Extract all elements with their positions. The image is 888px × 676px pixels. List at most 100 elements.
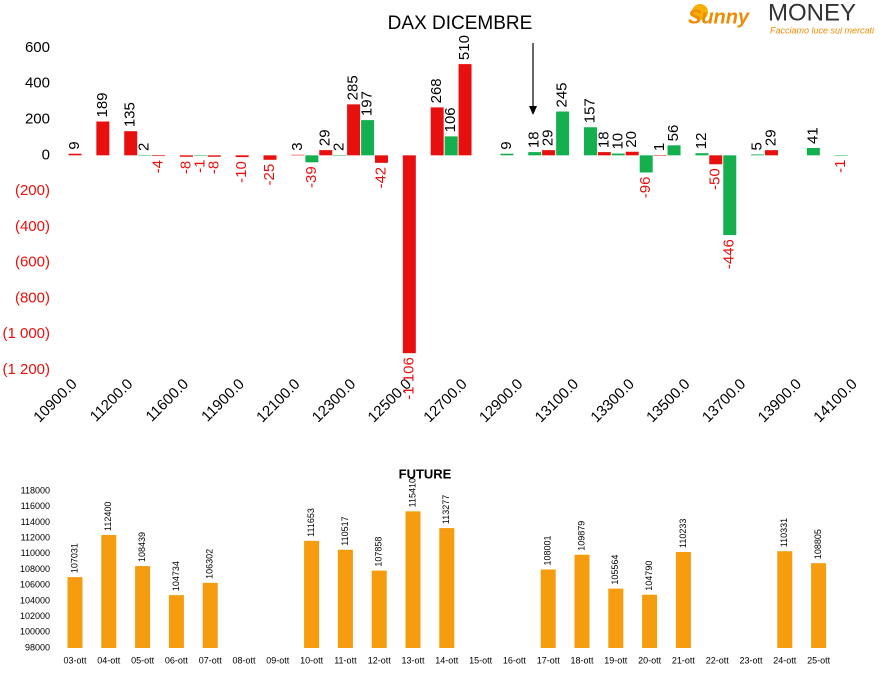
value-label: 108001 bbox=[543, 535, 553, 565]
bar bbox=[347, 104, 361, 156]
bar bbox=[653, 155, 667, 156]
value-label: 106 bbox=[442, 107, 459, 132]
value-label: -50 bbox=[707, 168, 724, 190]
bar bbox=[67, 577, 83, 648]
x-tick-label: 22-ott bbox=[706, 655, 730, 665]
value-label: 157 bbox=[581, 98, 598, 123]
value-label: 135 bbox=[122, 102, 139, 127]
y-tick-label: 100000 bbox=[20, 627, 50, 637]
value-label: 9 bbox=[498, 141, 515, 149]
bar bbox=[337, 549, 353, 648]
value-label: 10 bbox=[609, 133, 626, 150]
bar bbox=[583, 127, 597, 156]
bar bbox=[168, 595, 184, 648]
x-tick-label: 13300.0 bbox=[587, 376, 637, 426]
bar bbox=[806, 147, 820, 156]
x-tick-label: 13700.0 bbox=[699, 376, 749, 426]
logo-sun bbox=[692, 4, 708, 20]
value-label: 107858 bbox=[374, 537, 384, 567]
y-tick-label: 106000 bbox=[20, 580, 50, 590]
y-tick-label: 108000 bbox=[20, 564, 50, 574]
x-tick-label: 10-ott bbox=[300, 655, 324, 665]
value-label: 268 bbox=[428, 78, 445, 103]
bar bbox=[374, 155, 388, 163]
x-tick-label: 09-ott bbox=[266, 655, 290, 665]
value-label: -42 bbox=[372, 167, 389, 189]
x-tick-label: 13-ott bbox=[401, 655, 425, 665]
bar bbox=[597, 152, 611, 156]
x-tick-label: 04-ott bbox=[97, 655, 121, 665]
x-tick-label: 16-ott bbox=[503, 655, 527, 665]
bar bbox=[333, 154, 347, 156]
bar bbox=[556, 111, 570, 156]
value-label: 510 bbox=[456, 35, 473, 60]
bar bbox=[695, 153, 709, 156]
bar bbox=[811, 563, 827, 648]
x-tick-label: 23-ott bbox=[739, 655, 763, 665]
value-label: -446 bbox=[721, 239, 738, 269]
x-tick-label: 20-ott bbox=[638, 655, 662, 665]
value-label: 197 bbox=[359, 91, 376, 116]
bar bbox=[542, 150, 556, 156]
bar bbox=[291, 154, 305, 156]
y-tick-label: (1 000) bbox=[2, 325, 50, 342]
x-tick-label: 12900.0 bbox=[476, 376, 526, 426]
bar bbox=[361, 120, 375, 156]
bar bbox=[751, 154, 765, 156]
bar bbox=[458, 64, 472, 156]
x-tick-label: 08-ott bbox=[232, 655, 256, 665]
bar bbox=[444, 136, 458, 156]
x-tick-label: 13500.0 bbox=[643, 376, 693, 426]
x-tick-label: 21-ott bbox=[672, 655, 696, 665]
bar bbox=[639, 155, 653, 173]
bar bbox=[405, 511, 421, 648]
bar bbox=[179, 155, 193, 157]
value-label: -25 bbox=[261, 164, 278, 186]
value-label: -8 bbox=[205, 161, 222, 174]
logo: Sunny MONEY Facciamo luce sui mercati bbox=[688, 0, 875, 35]
bar bbox=[263, 155, 277, 160]
value-label: 1 bbox=[651, 143, 668, 151]
y-tick-label: (400) bbox=[15, 218, 50, 235]
x-tick-label: 03-ott bbox=[63, 655, 87, 665]
bar bbox=[96, 121, 110, 156]
x-tick-label: 15-ott bbox=[469, 655, 493, 665]
y-tick-label: (600) bbox=[15, 254, 50, 271]
bar bbox=[305, 155, 319, 163]
value-label: 9 bbox=[66, 141, 83, 149]
value-label: 18 bbox=[595, 131, 612, 148]
value-label: 104734 bbox=[171, 561, 181, 591]
y-tick-label: 112000 bbox=[21, 532, 50, 542]
value-label: 41 bbox=[804, 127, 821, 144]
bar bbox=[430, 107, 444, 156]
value-label: 2 bbox=[136, 143, 153, 151]
bar bbox=[124, 131, 138, 156]
bar bbox=[193, 155, 207, 156]
y-tick-label: 104000 bbox=[20, 595, 50, 605]
bar bbox=[834, 155, 848, 156]
value-label: 113277 bbox=[441, 495, 451, 524]
bar bbox=[675, 551, 691, 648]
chart-title: FUTURE bbox=[399, 466, 452, 481]
bar bbox=[528, 152, 542, 156]
value-label: -1 bbox=[832, 160, 849, 173]
value-label: -39 bbox=[303, 166, 320, 188]
y-tick-label: 102000 bbox=[20, 611, 50, 621]
value-label: -4 bbox=[150, 160, 167, 173]
value-label: -10 bbox=[233, 161, 250, 183]
value-label: 111653 bbox=[306, 508, 316, 537]
bar bbox=[304, 540, 320, 648]
y-tick-label: 116000 bbox=[21, 501, 50, 511]
x-tick-label: 07-ott bbox=[199, 655, 223, 665]
x-tick-label: 18-ott bbox=[570, 655, 594, 665]
y-tick-label: 114000 bbox=[21, 517, 50, 527]
y-tick-label: 400 bbox=[25, 75, 50, 92]
bar bbox=[68, 153, 82, 156]
y-tick-label: 600 bbox=[25, 39, 50, 56]
bar bbox=[611, 153, 625, 156]
value-label: 189 bbox=[94, 92, 111, 117]
x-tick-label: 12300.0 bbox=[309, 376, 359, 426]
y-tick-label: 200 bbox=[25, 111, 50, 128]
value-label: -8 bbox=[177, 161, 194, 174]
x-tick-label: 13900.0 bbox=[755, 376, 805, 426]
